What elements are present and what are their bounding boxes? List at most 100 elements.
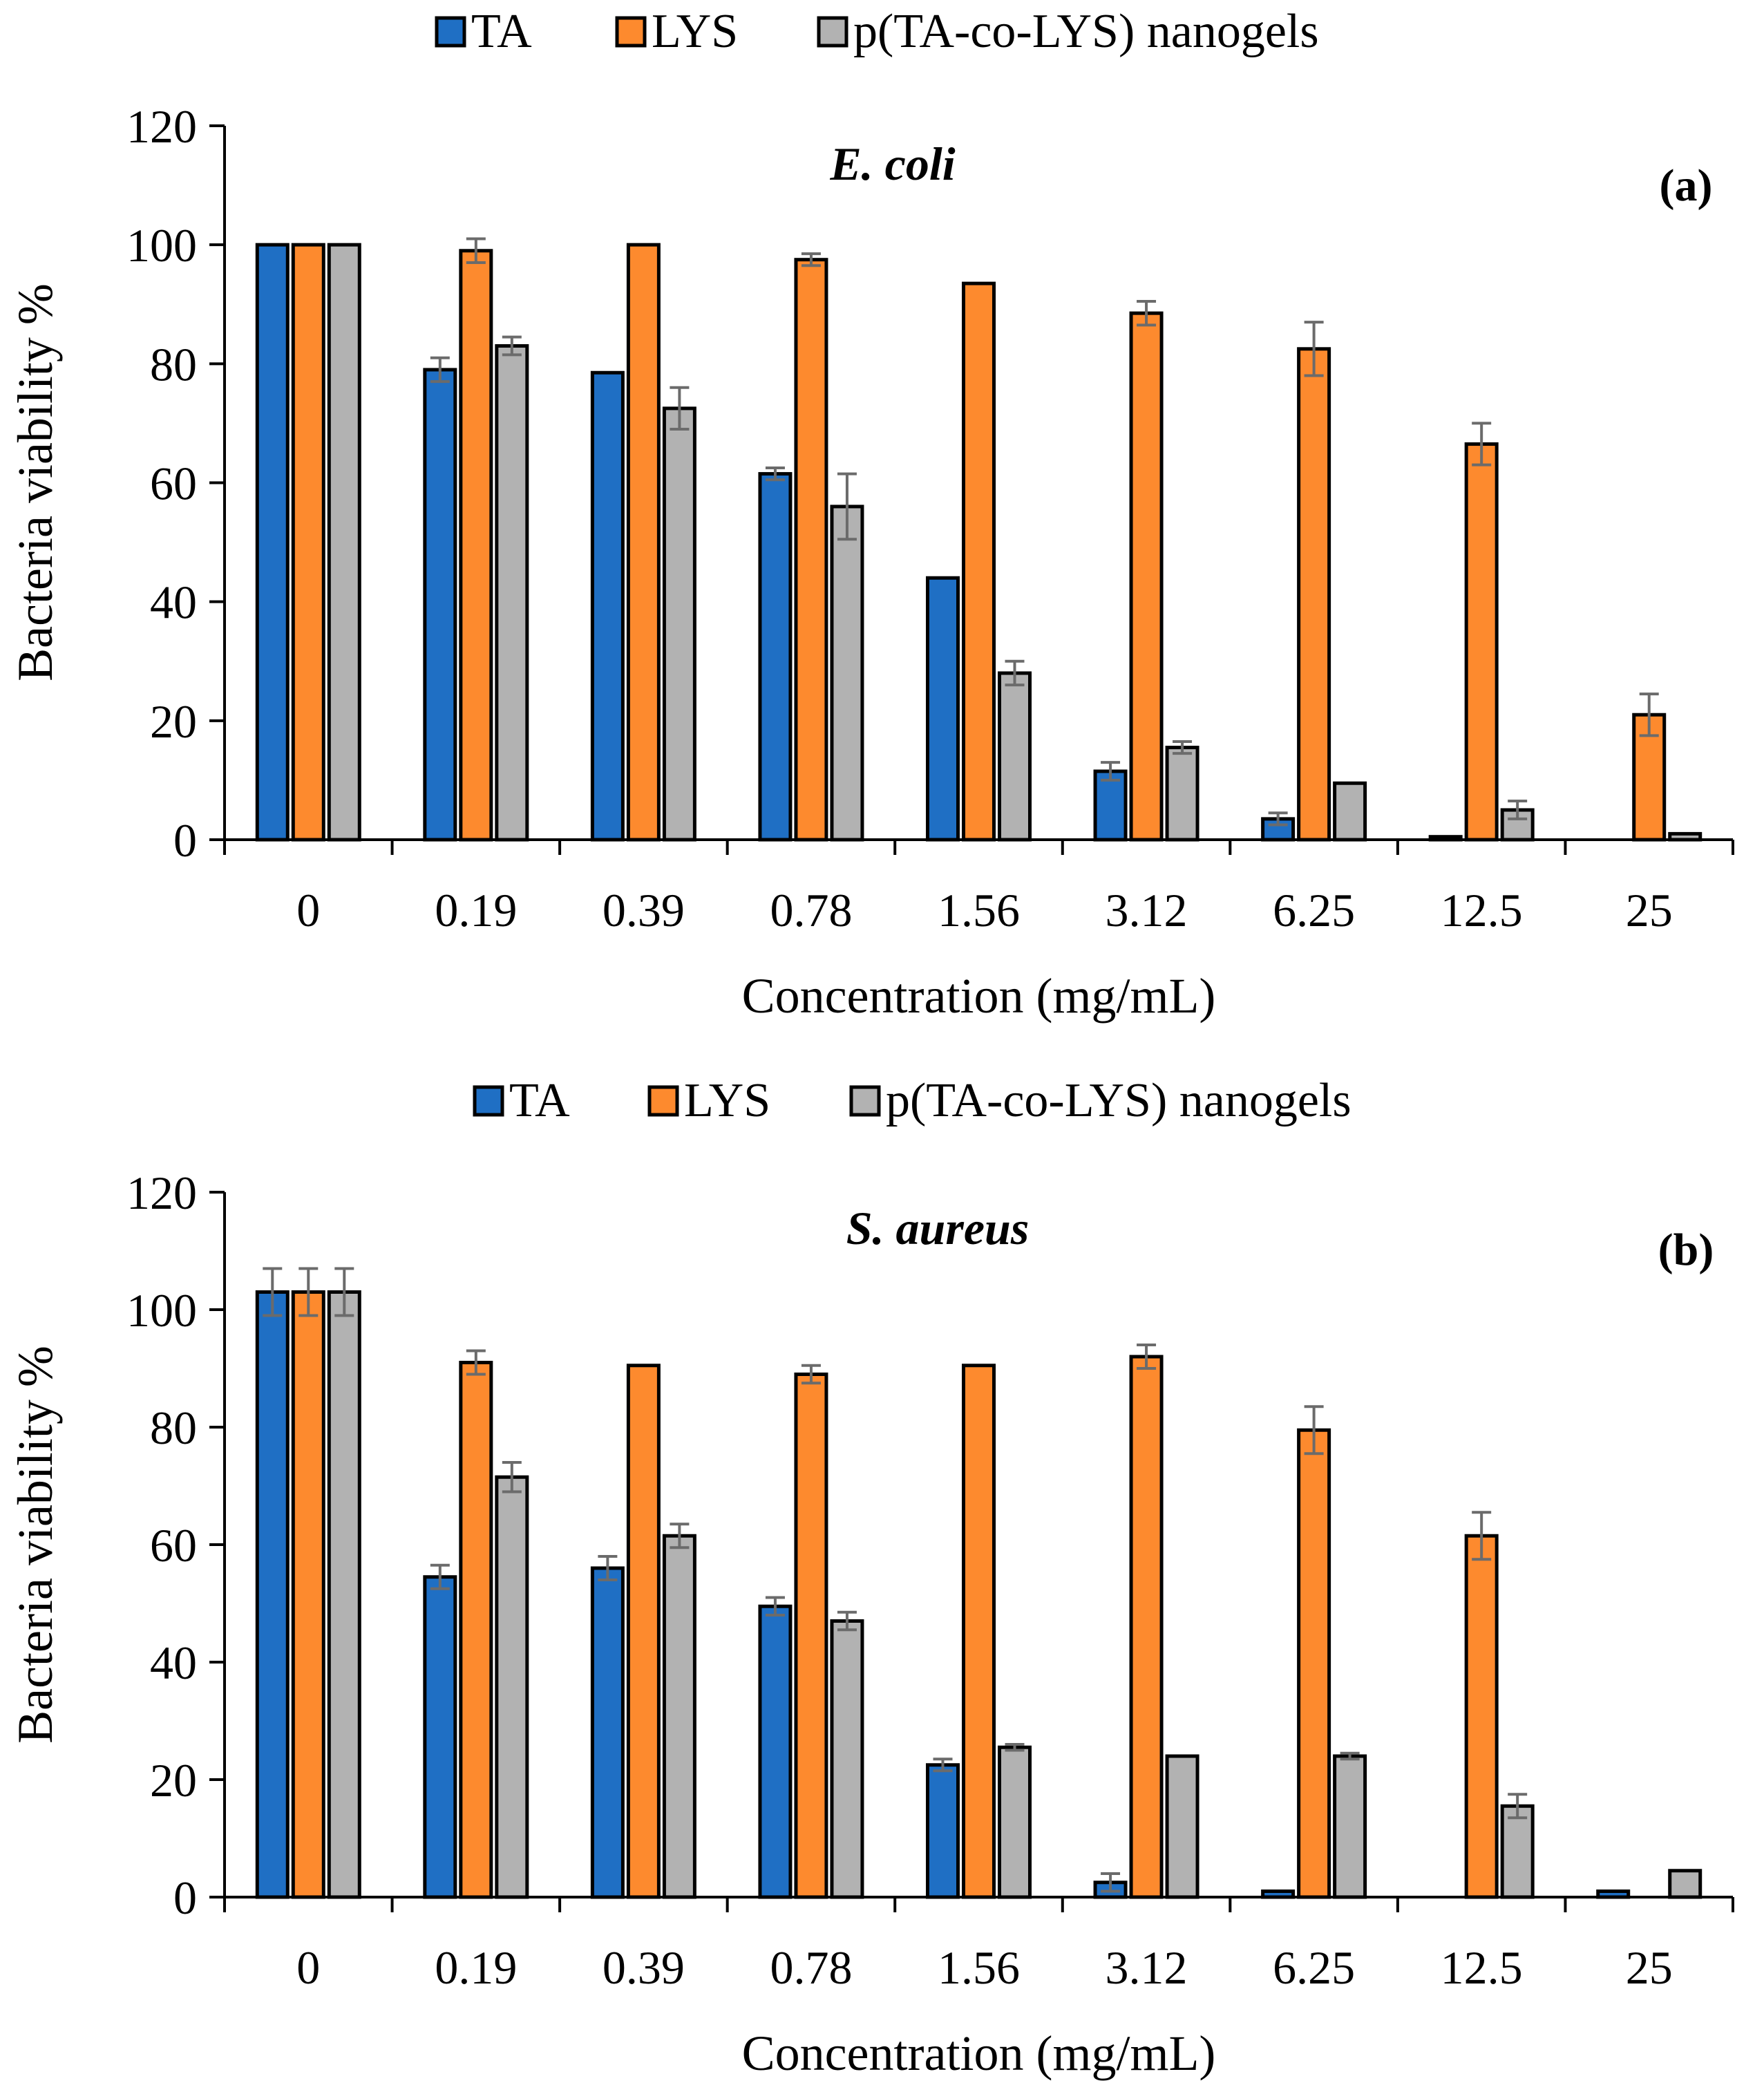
- x-tick-label: 3.12: [1106, 884, 1188, 936]
- legend-label-TA: TA: [471, 5, 532, 58]
- x-tick-label: 0.78: [770, 884, 852, 936]
- bar-LYS-6.25: [1297, 347, 1331, 842]
- x-tick-label: 0: [296, 884, 320, 936]
- error-bar-nanogels-0.78: [837, 1610, 857, 1632]
- x-tick-label: 12.5: [1441, 884, 1523, 936]
- bar-nanogels-1.56: [998, 671, 1032, 842]
- error-bar-LYS-6.25: [1304, 321, 1324, 377]
- legend-swatch-nanogels: [817, 16, 848, 48]
- bar-LYS-3.12: [1129, 311, 1164, 842]
- y-tick-label: 20: [150, 695, 197, 748]
- error-bar-nanogels-0.19: [502, 1461, 522, 1493]
- bar-TA-1.56: [926, 1763, 960, 1899]
- error-bar-nanogels-3.12: [1173, 739, 1193, 755]
- error-bar-nanogels-1.56: [1005, 659, 1025, 687]
- bar-nanogels-0: [327, 1290, 361, 1899]
- error-bar-nanogels-0.19: [502, 335, 522, 357]
- x-axis-title: Concentration (mg/mL): [742, 2026, 1216, 2081]
- legend-label-nanogels: p(TA-co-LYS) nanogels: [853, 5, 1319, 58]
- error-bar-TA-0.78: [765, 466, 785, 482]
- x-tick-label: 0.19: [435, 884, 517, 936]
- x-tick-label: 25: [1626, 1941, 1673, 1994]
- bar-LYS-1.56: [962, 1364, 996, 1899]
- bar-nanogels-3.12: [1165, 746, 1199, 842]
- bar-nanogels-6.25: [1333, 1754, 1367, 1899]
- y-tick-label: 120: [126, 1167, 197, 1219]
- x-tick-label: 1.56: [938, 1941, 1020, 1994]
- bar-nanogels-0.39: [662, 406, 696, 842]
- bar-nanogels-0.78: [830, 1619, 864, 1899]
- bar-TA-0.39: [590, 370, 625, 842]
- chart-title: S. aureus: [846, 1202, 1030, 1254]
- bar-LYS-0: [291, 1290, 325, 1899]
- bar-nanogels-1.56: [998, 1745, 1032, 1899]
- error-bar-nanogels-12.5: [1508, 800, 1528, 820]
- bar-nanogels-0.19: [495, 344, 529, 842]
- y-tick-label: 40: [150, 576, 197, 629]
- bar-TA-0.19: [423, 368, 457, 842]
- chart-title: E. coli: [829, 138, 955, 190]
- bar-nanogels-6.25: [1333, 781, 1367, 842]
- x-tick-label: 0.78: [770, 1941, 852, 1994]
- y-axis-title: Bacteria viability %: [8, 283, 63, 681]
- bar-nanogels-0.78: [830, 505, 864, 842]
- y-tick-label: 100: [126, 219, 197, 272]
- error-bar-LYS-12.5: [1472, 422, 1492, 467]
- error-bar-LYS-6.25: [1304, 1405, 1324, 1455]
- bar-TA-0: [255, 243, 290, 842]
- bar-TA-0.19: [423, 1575, 457, 1899]
- bar-LYS-12.5: [1464, 442, 1499, 842]
- bar-nanogels-12.5: [1500, 808, 1535, 842]
- y-tick-label: 20: [150, 1754, 197, 1807]
- bar-nanogels-25: [1668, 831, 1703, 842]
- error-bar-TA-3.12: [1101, 1872, 1121, 1893]
- error-bar-LYS-0.19: [466, 237, 486, 264]
- error-bar-TA-1.56: [933, 1758, 953, 1773]
- legend-swatch-LYS: [647, 1085, 679, 1117]
- error-bar-nanogels-6.25: [1340, 1751, 1360, 1761]
- error-bar-nanogels-0.78: [837, 472, 857, 541]
- bar-TA-0.78: [758, 472, 793, 842]
- panel-label: (b): [1658, 1225, 1714, 1275]
- bar-TA-6.25: [1261, 1890, 1296, 1899]
- bar-LYS-0.78: [794, 1373, 828, 1899]
- bar-nanogels-3.12: [1165, 1754, 1199, 1899]
- x-tick-label: 6.25: [1273, 1941, 1355, 1994]
- x-tick-label: 12.5: [1441, 1941, 1523, 1994]
- error-bar-nanogels-12.5: [1508, 1793, 1528, 1820]
- panel-label: (a): [1660, 160, 1713, 211]
- bar-TA-25: [1596, 1890, 1631, 1899]
- legend-swatch-TA: [435, 16, 466, 48]
- bar-TA-12.5: [1428, 835, 1463, 842]
- error-bar-LYS-0.78: [801, 252, 821, 267]
- legend-swatch-nanogels: [849, 1085, 881, 1117]
- y-axis-title: Bacteria viability %: [8, 1346, 63, 1744]
- error-bar-LYS-0.19: [466, 1349, 486, 1376]
- bar-LYS-3.12: [1129, 1355, 1164, 1899]
- error-bar-nanogels-0.39: [670, 386, 690, 431]
- x-tick-label: 0: [296, 1941, 320, 1994]
- chart-panel-b: TA LYS p(TA-co-LYS) nanogels 0 20 40 60 80 100 12…: [8, 1074, 1734, 2081]
- bar-LYS-12.5: [1464, 1534, 1499, 1899]
- x-tick-label: 0.19: [435, 1941, 517, 1994]
- bar-TA-0.39: [590, 1566, 625, 1899]
- x-tick-label: 25: [1626, 884, 1673, 936]
- bar-nanogels-0: [327, 243, 361, 842]
- error-bar-nanogels-0: [334, 1267, 354, 1317]
- error-bar-TA-3.12: [1101, 761, 1121, 782]
- error-bar-TA-0.19: [430, 356, 450, 384]
- x-tick-label: 3.12: [1106, 1941, 1188, 1994]
- bar-LYS-0.39: [626, 243, 661, 842]
- bar-LYS-0.19: [459, 1361, 493, 1899]
- legend-swatch-LYS: [615, 16, 647, 48]
- y-tick-label: 120: [126, 100, 197, 153]
- legend: TA LYS p(TA-co-LYS) nanogels: [473, 1074, 1352, 1127]
- bar-TA-0.78: [758, 1604, 793, 1899]
- legend-label-TA: TA: [509, 1074, 570, 1127]
- y-tick-label: 0: [173, 1872, 197, 1924]
- error-bar-TA-0: [263, 1267, 283, 1317]
- x-axis-title: Concentration (mg/mL): [742, 968, 1216, 1024]
- error-bar-TA-0.39: [598, 1555, 618, 1581]
- legend-swatch-TA: [473, 1085, 504, 1117]
